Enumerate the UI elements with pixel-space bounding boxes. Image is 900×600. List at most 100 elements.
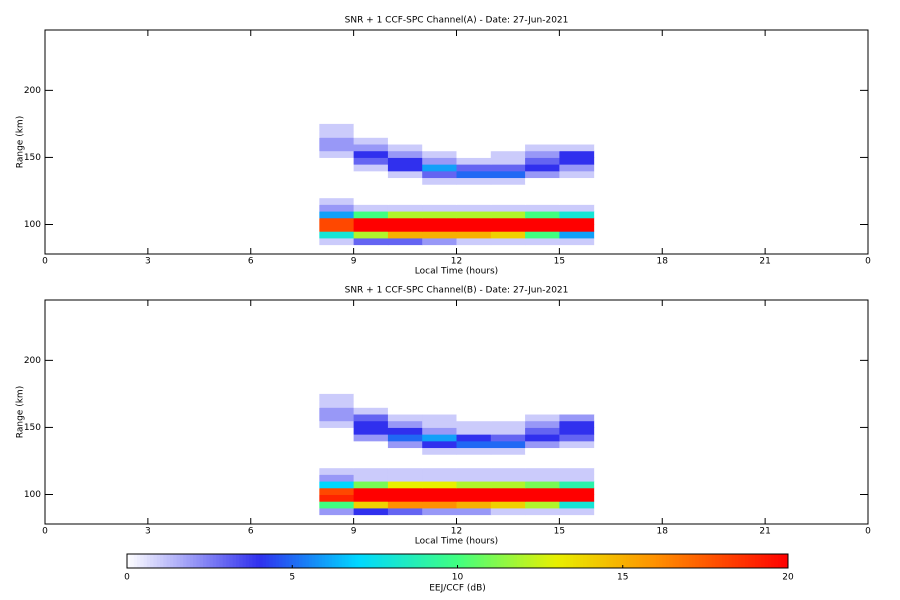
heat-cell xyxy=(319,494,355,502)
heat-cell xyxy=(387,400,423,408)
heat-cell xyxy=(525,494,560,502)
heat-cell xyxy=(422,414,457,422)
colorbar-step xyxy=(665,554,670,568)
heat-cell xyxy=(559,447,595,455)
colorbar-step xyxy=(146,554,151,568)
heat-cell xyxy=(422,224,457,232)
heat-cell xyxy=(353,501,389,509)
heat-cell xyxy=(353,190,389,199)
heat-cell xyxy=(525,144,560,152)
colorbar-step xyxy=(490,554,495,568)
heat-cell xyxy=(319,454,355,462)
y-axis-label: Range (km) xyxy=(16,116,26,168)
colorbar-step xyxy=(398,554,402,568)
heat-cell xyxy=(319,440,355,449)
heat-cell xyxy=(456,460,492,469)
x-tick-label: 18 xyxy=(657,527,669,537)
heat-cell xyxy=(559,454,595,462)
heat-cell xyxy=(422,420,457,428)
heat-cell xyxy=(490,224,526,232)
heat-cell xyxy=(353,237,389,246)
colorbar-step xyxy=(586,554,591,568)
x-tick-label: 6 xyxy=(248,257,254,267)
chart-title: SNR + 1 CCF-SPC Channel(A) - Date: 27-Ju… xyxy=(345,16,569,26)
heat-cell xyxy=(490,184,526,192)
heat-cell xyxy=(525,507,560,516)
heat-cell xyxy=(490,407,526,415)
heat-cell xyxy=(525,434,560,442)
heat-cell xyxy=(285,130,320,138)
colorbar-step xyxy=(652,554,657,568)
heat-cell xyxy=(525,393,560,402)
colorbar-step xyxy=(391,554,396,568)
heat-cell xyxy=(387,197,423,205)
heat-cell xyxy=(456,224,492,232)
heat-cell xyxy=(422,427,457,435)
colorbar-step xyxy=(358,554,363,568)
heat-cell xyxy=(559,393,595,402)
colorbar-step xyxy=(470,554,475,568)
heat-cell xyxy=(456,420,492,428)
x-axis-label: Local Time (hours) xyxy=(415,537,498,547)
colorbar-step xyxy=(255,554,260,568)
colorbar-step xyxy=(500,554,505,568)
heat-cell xyxy=(559,474,595,482)
heat-cell xyxy=(319,197,355,205)
heat-cell xyxy=(525,231,560,239)
heat-cell xyxy=(559,407,595,415)
colorbar-step xyxy=(559,554,564,568)
heat-cell xyxy=(285,217,320,225)
colorbar-step xyxy=(285,554,290,568)
heat-cell xyxy=(456,130,492,138)
heat-cell xyxy=(422,494,457,502)
x-axis-label: Local Time (hours) xyxy=(415,267,498,277)
heat-cell xyxy=(353,487,389,495)
heat-cell xyxy=(387,427,423,435)
colorbar-step xyxy=(784,554,789,568)
colorbar-step xyxy=(593,554,597,568)
colorbar-step xyxy=(374,554,379,568)
colorbar-step xyxy=(523,554,528,568)
colorbar-step xyxy=(275,554,280,568)
heat-cell xyxy=(490,170,526,179)
heat-cell xyxy=(559,123,595,132)
heat-cell xyxy=(353,217,389,225)
heat-cell xyxy=(422,157,457,165)
heat-cell xyxy=(353,507,389,516)
x-tick-label: 0 xyxy=(42,257,48,267)
heat-cell xyxy=(490,501,526,509)
heat-cell xyxy=(387,217,423,225)
heat-cell xyxy=(525,204,560,212)
colorbar-step xyxy=(288,554,293,568)
heat-cell xyxy=(422,434,457,442)
heat-cell xyxy=(319,204,355,212)
colorbar-step xyxy=(669,554,673,568)
colorbar-step xyxy=(761,554,766,568)
heat-cell xyxy=(285,407,320,415)
heat-cell xyxy=(525,414,560,422)
colorbar-step xyxy=(308,554,313,568)
heat-cell xyxy=(285,204,320,212)
colorbar-step xyxy=(721,554,726,568)
heat-cell xyxy=(422,137,457,145)
heat-cell xyxy=(456,190,492,199)
x-tick-label: 9 xyxy=(351,527,357,537)
heat-cell xyxy=(353,400,389,408)
heat-cell xyxy=(559,400,595,408)
colorbar-step xyxy=(735,554,739,568)
heat-cell xyxy=(490,130,526,138)
colorbar-step xyxy=(583,554,587,568)
x-tick-label: 18 xyxy=(657,257,669,267)
x-tick-label: 0 xyxy=(42,527,48,537)
heat-cell xyxy=(559,237,595,246)
heat-cell xyxy=(422,487,457,495)
heat-cell xyxy=(387,137,423,145)
y-tick-label: 100 xyxy=(24,490,41,500)
heat-cell xyxy=(319,184,355,192)
colorbar-step xyxy=(371,554,376,568)
heat-cell xyxy=(525,150,560,158)
colorbar-step xyxy=(682,554,687,568)
heat-cell xyxy=(525,184,560,192)
heat-cell xyxy=(285,487,320,495)
heat-cell xyxy=(319,177,355,185)
